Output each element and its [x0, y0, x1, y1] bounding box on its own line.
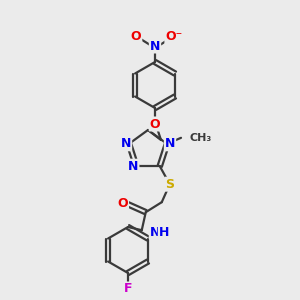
Text: N: N — [121, 137, 131, 150]
Text: N: N — [150, 226, 160, 239]
Text: O: O — [117, 197, 128, 210]
Text: N: N — [165, 137, 175, 150]
Text: S: S — [165, 178, 174, 191]
Text: N: N — [150, 40, 160, 52]
Text: O⁻: O⁻ — [165, 31, 183, 44]
Text: F: F — [124, 283, 132, 296]
Text: H: H — [159, 226, 169, 239]
Text: O: O — [150, 118, 160, 130]
Text: O: O — [131, 31, 141, 44]
Text: N: N — [128, 160, 138, 173]
Text: CH₃: CH₃ — [189, 133, 211, 143]
